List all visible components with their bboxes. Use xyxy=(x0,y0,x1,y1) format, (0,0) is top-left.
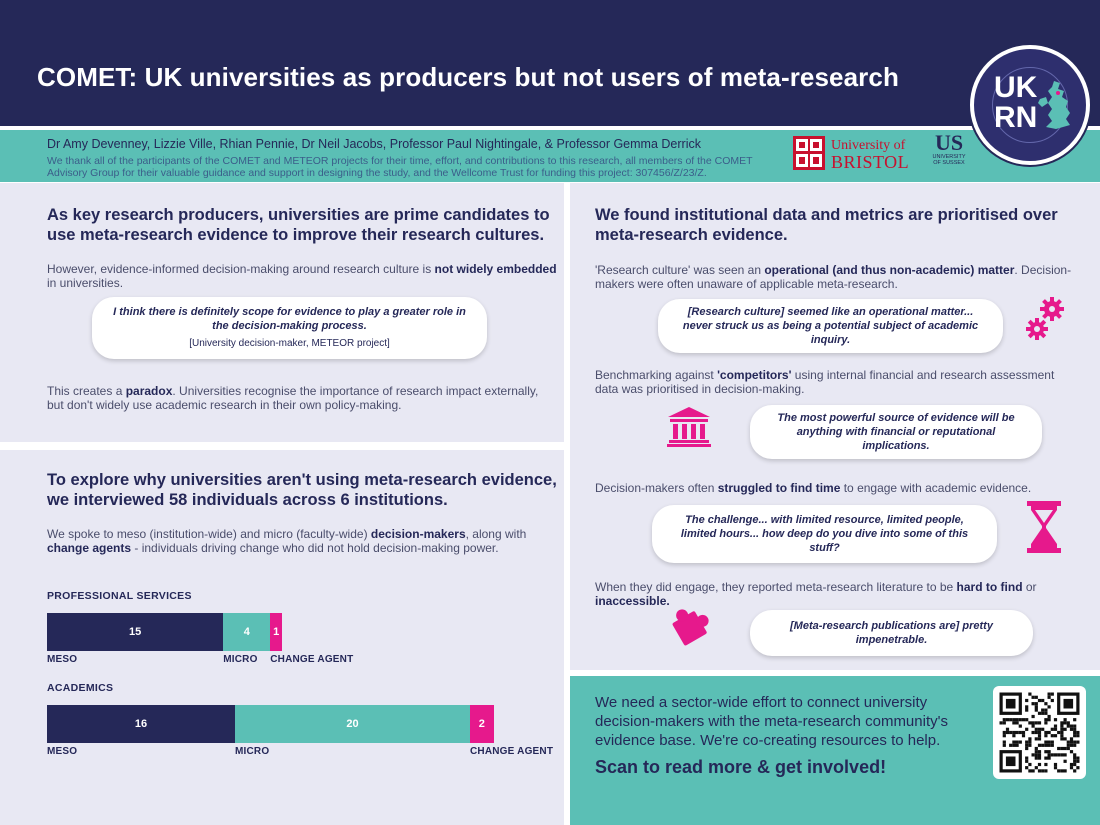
finding-2: Benchmarking against 'competitors' using… xyxy=(595,368,1055,396)
bristol-line2: BRISTOL xyxy=(831,152,910,172)
sussex-line1: UNIVERSITY xyxy=(932,154,966,160)
call-text: We need a sector-wide effort to connect … xyxy=(595,694,948,749)
sussex-monogram: US xyxy=(934,130,964,155)
gears-icon xyxy=(1026,297,1064,340)
authors-list: Dr Amy Devenney, Lizzie Ville, Rhian Pen… xyxy=(47,137,701,151)
bar-change-agent: 1 xyxy=(270,613,282,651)
ukrn-logo: UK RN xyxy=(970,45,1090,165)
panel2-heading: To explore why universities aren't using… xyxy=(47,471,557,509)
university-of-bristol-logo: University of BRISTOL xyxy=(793,134,915,174)
bar-label-micro: MICRO xyxy=(223,654,258,665)
bar-label-meso: MESO xyxy=(47,654,78,665)
finding-4: When they did engage, they reported meta… xyxy=(595,580,1037,608)
logo-line1: UK xyxy=(994,71,1038,104)
logo-ring xyxy=(992,67,1068,143)
chart-title-0: PROFESSIONAL SERVICES xyxy=(47,590,192,602)
bar-change-agent: 2 xyxy=(470,705,494,743)
puzzle-icon xyxy=(672,609,709,646)
quote-3-text: The most powerful source of evidence wil… xyxy=(777,412,1015,452)
quote-1-source: [University decision-maker, METEOR proje… xyxy=(189,338,390,349)
bar-meso: 16 xyxy=(47,705,235,743)
qr-code[interactable] xyxy=(993,686,1086,779)
panel-interviews: To explore why universities aren't using… xyxy=(0,450,564,825)
authors-bar: Dr Amy Devenney, Lizzie Ville, Rhian Pen… xyxy=(0,126,1100,182)
panel1-paragraph2: This creates a paradox. Universities rec… xyxy=(47,384,539,412)
acknowledgements: We thank all of the participants of the … xyxy=(47,155,753,179)
bar-label-meso: MESO xyxy=(47,746,78,757)
quote-1-text: I think there is definitely scope for ev… xyxy=(113,306,466,332)
hourglass-icon xyxy=(1027,501,1061,553)
quote-5-text: [Meta-research publications are] pretty … xyxy=(790,620,993,646)
panel1-heading: As key research producers, universities … xyxy=(47,206,550,244)
panel3-heading: We found institutional data and metrics … xyxy=(595,206,1058,244)
header-banner: COMET: UK universities as producers but … xyxy=(0,0,1100,126)
quote-bubble-1: I think there is definitely scope for ev… xyxy=(92,297,487,359)
panel1-paragraph1: However, evidence-informed decision-maki… xyxy=(47,262,557,290)
chart-title-1: ACADEMICS xyxy=(47,682,114,694)
quote-bubble-2: [Research culture] seemed like an operat… xyxy=(658,299,1003,353)
quote-bubble-5: [Meta-research publications are] pretty … xyxy=(750,610,1033,656)
bar-micro: 4 xyxy=(223,613,271,651)
panel-findings: We found institutional data and metrics … xyxy=(570,183,1100,670)
quote-bubble-4: The challenge... with limited resource, … xyxy=(652,505,997,563)
bar-micro: 20 xyxy=(235,705,470,743)
university-of-sussex-logo: US UNIVERSITY OF SUSSEX xyxy=(928,132,970,174)
institution-icon xyxy=(667,407,711,447)
finding-3: Decision-makers often struggled to find … xyxy=(595,481,1032,495)
poster-title: COMET: UK universities as producers but … xyxy=(37,62,899,92)
panel-producers: As key research producers, universities … xyxy=(0,183,564,442)
bristol-crest-icon xyxy=(793,136,825,170)
finding-1: 'Research culture' was seen an operation… xyxy=(595,263,1072,291)
bristol-line1: University of xyxy=(831,138,906,153)
bar-label-change-agent: CHANGE AGENT xyxy=(270,654,354,665)
qr-code-icon xyxy=(999,692,1080,773)
uk-map-icon xyxy=(1038,81,1070,129)
sussex-line2: OF SUSSEX xyxy=(933,160,965,166)
bar-label-change-agent: CHANGE AGENT xyxy=(470,746,554,757)
scan-cta: Scan to read more & get involved! xyxy=(595,757,887,777)
quote-bubble-3: The most powerful source of evidence wil… xyxy=(750,405,1042,459)
bar-label-micro: MICRO xyxy=(235,746,270,757)
bar-meso: 15 xyxy=(47,613,224,651)
panel2-paragraph: We spoke to meso (institution-wide) and … xyxy=(47,527,527,555)
quote-4-text: The challenge... with limited resource, … xyxy=(680,514,969,554)
logo-line2: RN xyxy=(994,101,1038,134)
quote-2-text: [Research culture] seemed like an operat… xyxy=(682,306,979,346)
